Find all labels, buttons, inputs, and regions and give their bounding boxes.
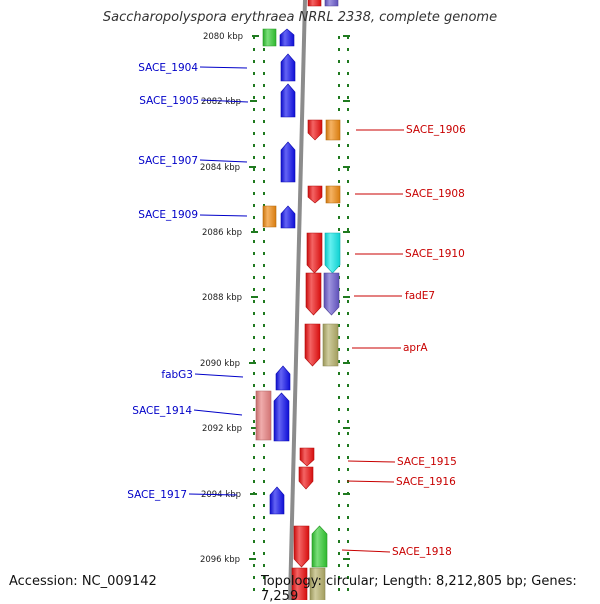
ruler-tick-label: 2088 kbp <box>202 293 242 303</box>
gene-label-text: SACE_1909 <box>138 209 198 221</box>
ruler-tick-right <box>343 427 350 429</box>
gene-label-text: SACE_1917 <box>127 489 187 501</box>
ruler-tick-right <box>343 493 350 495</box>
ruler-tick-label: 2084 kbp <box>200 163 240 173</box>
gene-label-text: SACE_1918 <box>392 546 452 558</box>
gene-SACE_1907[interactable] <box>280 141 296 183</box>
gene-label-forward[interactable]: SACE_1918 <box>341 546 452 558</box>
gene-label-reverse[interactable]: fabG3 <box>161 369 244 381</box>
gene-label-text: SACE_1910 <box>405 248 465 260</box>
ruler-tick-label: 2080 kbp <box>203 32 243 42</box>
gene-feature-pink[interactable] <box>255 390 272 441</box>
gene-SACE_1915[interactable] <box>299 447 315 467</box>
gene-label-text: SACE_1907 <box>138 155 198 167</box>
ruler-tick-label: 2082 kbp <box>201 97 241 107</box>
ruler-tick: 2088 kbp <box>202 293 258 303</box>
ruler-tick: 2082 kbp <box>201 97 257 107</box>
ruler-tick-label: 2092 kbp <box>202 424 242 434</box>
gene-label-reverse[interactable]: SACE_1917 <box>127 489 238 501</box>
genome-backbone <box>288 0 307 600</box>
gene-label-text: SACE_1914 <box>132 405 192 417</box>
gene-label-text: fadE7 <box>405 290 435 302</box>
gene-label-reverse[interactable]: SACE_1909 <box>138 209 248 221</box>
ruler-tick-right <box>343 166 350 168</box>
gene-feature-top-slate[interactable] <box>324 0 339 7</box>
gene-label-reverse[interactable]: SACE_1907 <box>138 155 248 167</box>
gene-feature-top-red[interactable] <box>307 0 322 7</box>
gene-label-text: SACE_1915 <box>397 456 457 468</box>
gene-label-forward[interactable]: fadE7 <box>354 290 435 302</box>
ruler-tick: 2092 kbp <box>202 424 258 434</box>
gene-label-forward[interactable]: SACE_1915 <box>347 456 457 468</box>
gene-SACE_1908[interactable] <box>325 185 341 204</box>
gene-label-text: SACE_1905 <box>139 95 199 107</box>
ruler-tick-label: 2096 kbp <box>200 555 240 565</box>
gene-label-forward[interactable]: SACE_1906 <box>356 124 466 136</box>
ruler-tick-label: 2090 kbp <box>200 359 240 369</box>
gene-label-forward[interactable]: SACE_1910 <box>355 248 465 260</box>
gene-label-forward[interactable]: aprA <box>352 342 428 354</box>
gene-label-forward[interactable]: SACE_1916 <box>346 476 456 488</box>
gene-aprA[interactable] <box>322 323 339 367</box>
ruler-tick: 2096 kbp <box>200 555 256 565</box>
gene-SACE_1916[interactable] <box>298 466 314 490</box>
feature-track-dots <box>263 36 265 591</box>
ruler-tick: 2090 kbp <box>200 359 256 369</box>
ruler-tick: 2084 kbp <box>200 163 256 173</box>
gene-label-forward[interactable]: SACE_1908 <box>355 188 465 200</box>
gene-feature-red-b[interactable] <box>307 185 323 204</box>
gene-feature-blue[interactable] <box>279 28 295 47</box>
ruler-tick-label: 2086 kbp <box>202 228 242 238</box>
gene-feature-red-d[interactable] <box>305 272 322 316</box>
gene-feature-khaki-bottom[interactable] <box>309 567 326 600</box>
gene-fabG3[interactable] <box>275 365 291 391</box>
gene-label-reverse[interactable]: SACE_1904 <box>138 62 248 74</box>
gene-SACE_1910[interactable] <box>324 232 341 274</box>
gene-fadE7[interactable] <box>323 272 340 316</box>
gene-SACE_1905[interactable] <box>280 83 296 118</box>
gene-SACE_1906[interactable] <box>325 119 341 141</box>
gene-label-text: SACE_1904 <box>138 62 198 74</box>
gene-label-text: SACE_1906 <box>406 124 466 136</box>
ruler-tick-right <box>343 296 350 298</box>
feature-track-dots <box>347 36 349 591</box>
gene-feature-red-f[interactable] <box>293 525 310 568</box>
gene-label-text: fabG3 <box>161 369 193 381</box>
ruler-tick-right <box>343 558 350 560</box>
map-title: Saccharopolyspora erythraea NRRL 2338, c… <box>102 10 498 25</box>
feature-track-dots <box>338 36 340 591</box>
gene-feature-orange-left[interactable] <box>262 205 277 228</box>
ruler-tick-right <box>343 362 350 364</box>
gene-feature-red-a[interactable] <box>307 119 323 141</box>
gene-feature-red-c[interactable] <box>306 232 323 274</box>
gene-label-reverse[interactable]: SACE_1905 <box>139 95 249 107</box>
gene-feature-red-e[interactable] <box>304 323 321 367</box>
gene-label-reverse[interactable]: SACE_1914 <box>132 405 243 417</box>
accession-text: Accession: NC_009142 <box>9 574 157 589</box>
ruler-tick-right <box>343 35 350 37</box>
gene-SACE_1917[interactable] <box>269 486 285 515</box>
gene-feature-red-bottom[interactable] <box>291 567 308 600</box>
ruler-tick: 2086 kbp <box>202 228 258 238</box>
gene-feature-green[interactable] <box>262 28 277 47</box>
gene-SACE_1914[interactable] <box>273 392 290 442</box>
gene-label-text: aprA <box>403 342 428 354</box>
ruler-tick: 2080 kbp <box>203 32 259 42</box>
gene-label-text: SACE_1908 <box>405 188 465 200</box>
gene-SACE_1918[interactable] <box>311 525 328 568</box>
feature-track-dots <box>253 36 255 591</box>
gene-label-text: SACE_1916 <box>396 476 456 488</box>
ruler-tick-right <box>343 231 350 233</box>
gene-SACE_1904[interactable] <box>280 53 296 82</box>
ruler-tick-right <box>343 100 350 102</box>
gene-SACE_1909[interactable] <box>280 205 296 229</box>
